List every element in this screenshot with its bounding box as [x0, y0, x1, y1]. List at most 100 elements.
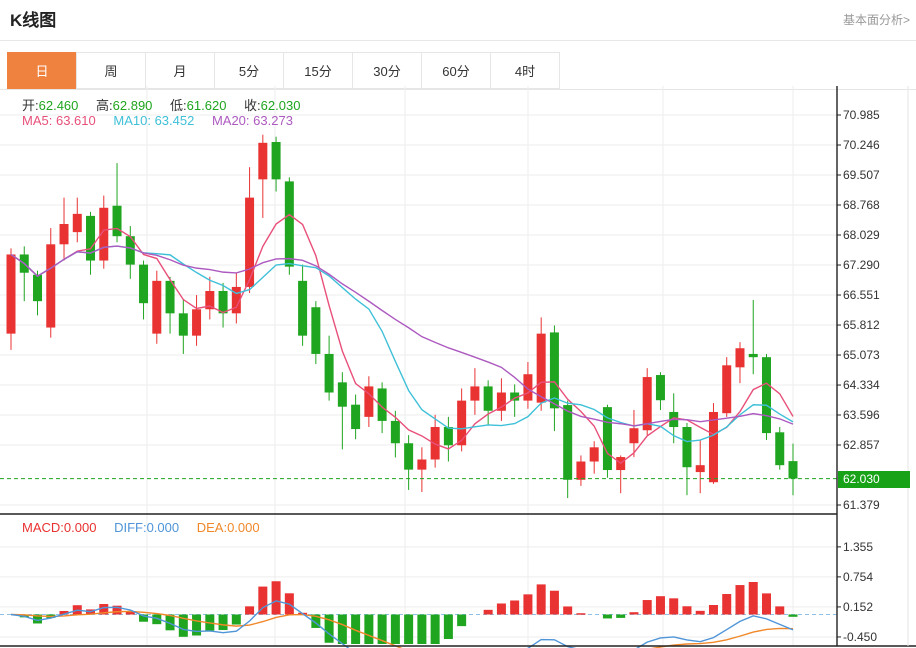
macd-bar — [404, 614, 414, 644]
low-label: 低: — [170, 98, 187, 113]
macd-bar — [536, 584, 546, 615]
price-tick-label: 65.812 — [843, 318, 880, 333]
price-tick-label: 67.290 — [843, 258, 880, 273]
macd-bar — [563, 606, 573, 615]
candle-down — [602, 407, 612, 471]
candle-up — [205, 291, 215, 310]
tab-day[interactable]: 日 — [7, 52, 77, 89]
tab-15min[interactable]: 15分 — [283, 52, 353, 89]
price-tick-label: 70.246 — [843, 138, 880, 152]
candle-up — [258, 142, 268, 180]
macd-bar — [192, 614, 202, 636]
dea-value: 0.000 — [227, 520, 260, 535]
macd-bar — [417, 614, 427, 644]
candle-up — [708, 411, 718, 483]
macd-bar — [682, 606, 692, 615]
fundamental-analysis-link[interactable]: 基本面分析> — [842, 13, 910, 27]
candle-up — [192, 309, 202, 336]
macd-bar — [33, 614, 43, 624]
candle-up — [59, 224, 69, 245]
macd-bar — [457, 614, 467, 627]
macd-bar — [655, 596, 665, 615]
macd-bar — [165, 614, 175, 631]
candle-down — [298, 280, 308, 336]
candle-down — [377, 388, 387, 421]
macd-bar — [629, 612, 639, 615]
close-value: 62.030 — [260, 98, 301, 113]
tab-60min[interactable]: 60分 — [421, 52, 491, 89]
candle-down — [112, 205, 122, 237]
candle-up — [629, 428, 639, 444]
ma10-value: 63.452 — [154, 113, 195, 128]
tab-30min[interactable]: 30分 — [352, 52, 422, 89]
tab-5min[interactable]: 5分 — [214, 52, 284, 89]
open-label: 开: — [22, 98, 39, 113]
macd-bar — [218, 614, 228, 631]
ohlc-legend: 开:62.460 高:62.890 低:61.620 收:62.030 — [22, 95, 314, 114]
tab-4hour[interactable]: 4时 — [490, 52, 560, 89]
diff-label: DIFF: — [114, 520, 147, 535]
price-tick-label: 68.768 — [843, 198, 880, 212]
macd-bar — [708, 605, 718, 615]
macd-bar — [523, 594, 533, 615]
candle-up — [536, 333, 546, 403]
candle-down — [788, 461, 798, 479]
macd-bar — [443, 614, 453, 639]
candle-up — [72, 213, 82, 233]
price-tick-label: 65.073 — [843, 348, 880, 363]
candle-down — [748, 353, 758, 358]
macd-bar — [761, 593, 771, 615]
macd-bar — [735, 585, 745, 615]
low-value: 61.620 — [186, 98, 227, 113]
open-value: 62.460 — [38, 98, 79, 113]
macd-label: MACD: — [22, 520, 64, 535]
macd-bar — [351, 614, 361, 644]
macd-bar — [311, 614, 321, 628]
candle-down — [655, 375, 665, 401]
candle-up — [417, 459, 427, 470]
ma20-label: MA20: — [211, 113, 250, 128]
candle-up — [496, 392, 506, 411]
price-tick-label: 66.551 — [843, 288, 880, 303]
ma5-label: MA5: — [22, 113, 53, 128]
candle-down — [178, 313, 188, 336]
candle-down — [33, 274, 43, 302]
macd-bar — [669, 598, 679, 615]
candle-down — [510, 392, 520, 401]
price-tick-label: 70.985 — [843, 108, 880, 122]
macd-bar — [324, 614, 334, 643]
candle-up — [523, 374, 533, 401]
macd-bar — [788, 614, 798, 617]
candle-down — [682, 427, 692, 468]
macd-bar — [616, 614, 626, 618]
macd-bar — [337, 614, 347, 644]
tab-week[interactable]: 周 — [76, 52, 146, 89]
macd-bar — [125, 611, 135, 615]
tab-month[interactable]: 月 — [145, 52, 215, 89]
price-tick-label: 69.507 — [843, 168, 880, 182]
macd-legend: MACD:0.000 DIFF:0.000 DEA:0.000 — [22, 520, 274, 535]
candle-down — [271, 141, 281, 180]
macd-bar — [642, 600, 652, 615]
candle-up — [576, 461, 586, 480]
macd-bar — [377, 614, 387, 644]
macd-bar — [576, 613, 586, 615]
ma5-value: 63.610 — [55, 113, 96, 128]
macd-bar — [483, 609, 493, 615]
macd-bar — [510, 600, 520, 615]
candle-down — [563, 405, 573, 480]
macd-bar — [245, 606, 255, 615]
macd-bar — [139, 614, 149, 622]
macd-bar — [112, 605, 122, 615]
macd-bar — [775, 606, 785, 615]
diff-value: 0.000 — [146, 520, 180, 535]
tabbar-underline — [0, 89, 916, 90]
ma20-value: 63.273 — [253, 113, 293, 128]
macd-value: 0.000 — [63, 520, 97, 535]
page-title: K线图 — [10, 11, 57, 30]
candle-down — [404, 443, 414, 470]
macd-tick-label: -0.450 — [843, 629, 878, 644]
diff-line — [10, 600, 794, 648]
candle-up — [470, 386, 480, 401]
